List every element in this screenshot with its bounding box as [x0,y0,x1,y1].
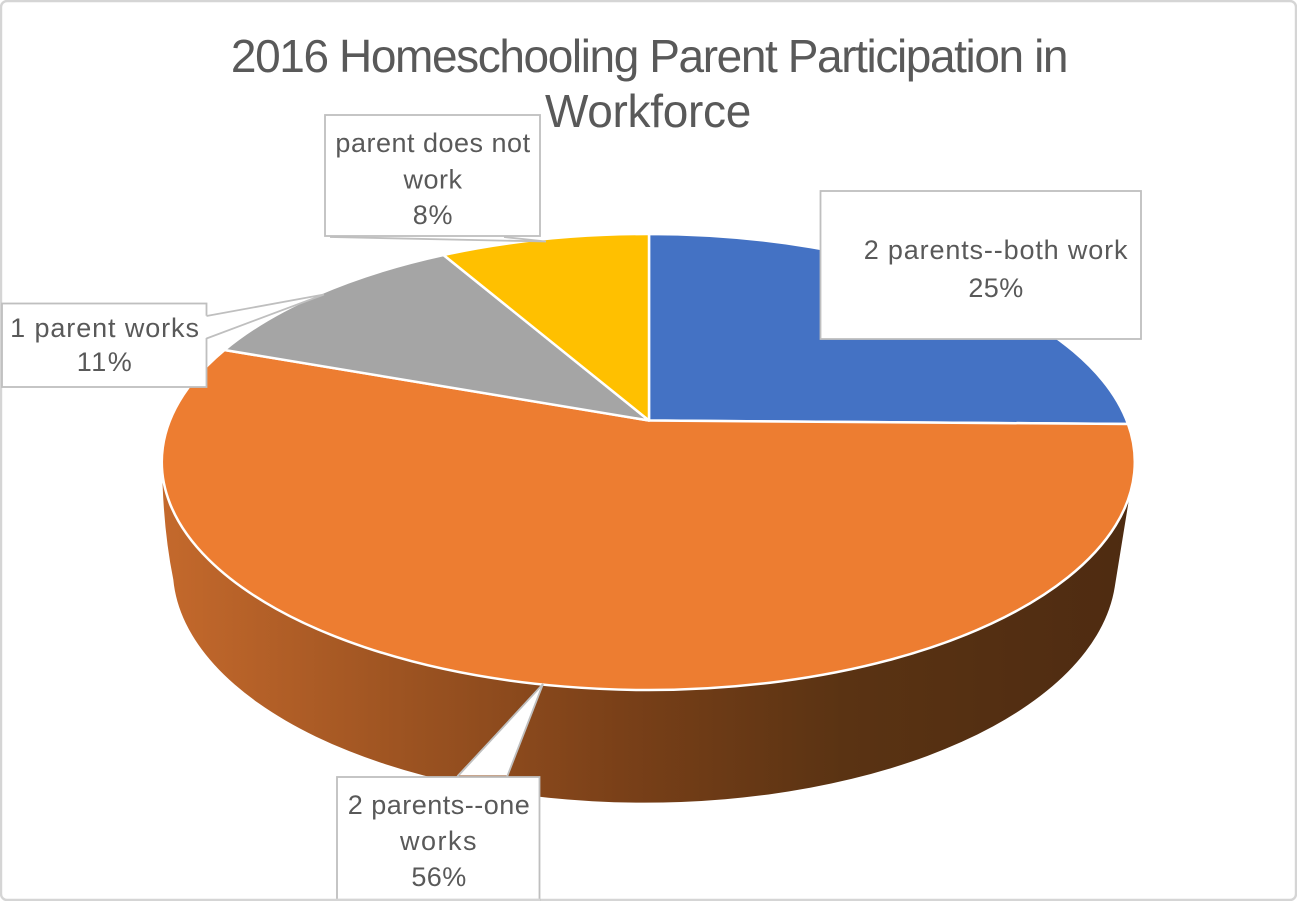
svg-text:1 parent works: 1 parent works [10,313,200,343]
svg-text:2 parents--both work: 2 parents--both work [864,235,1129,265]
svg-text:2 parents--one: 2 parents--one [348,790,531,820]
svg-text:25%: 25% [968,273,1023,303]
svg-text:56%: 56% [411,862,466,892]
svg-text:2016 Homeschooling Parent Part: 2016 Homeschooling Parent Participation … [231,30,1067,82]
svg-text:work: work [402,165,462,195]
svg-text:parent does not: parent does not [335,128,530,158]
svg-text:11%: 11% [77,347,134,377]
svg-text:Workforce: Workforce [545,85,751,137]
svg-text:works: works [399,826,478,856]
svg-text:8%: 8% [413,200,454,230]
